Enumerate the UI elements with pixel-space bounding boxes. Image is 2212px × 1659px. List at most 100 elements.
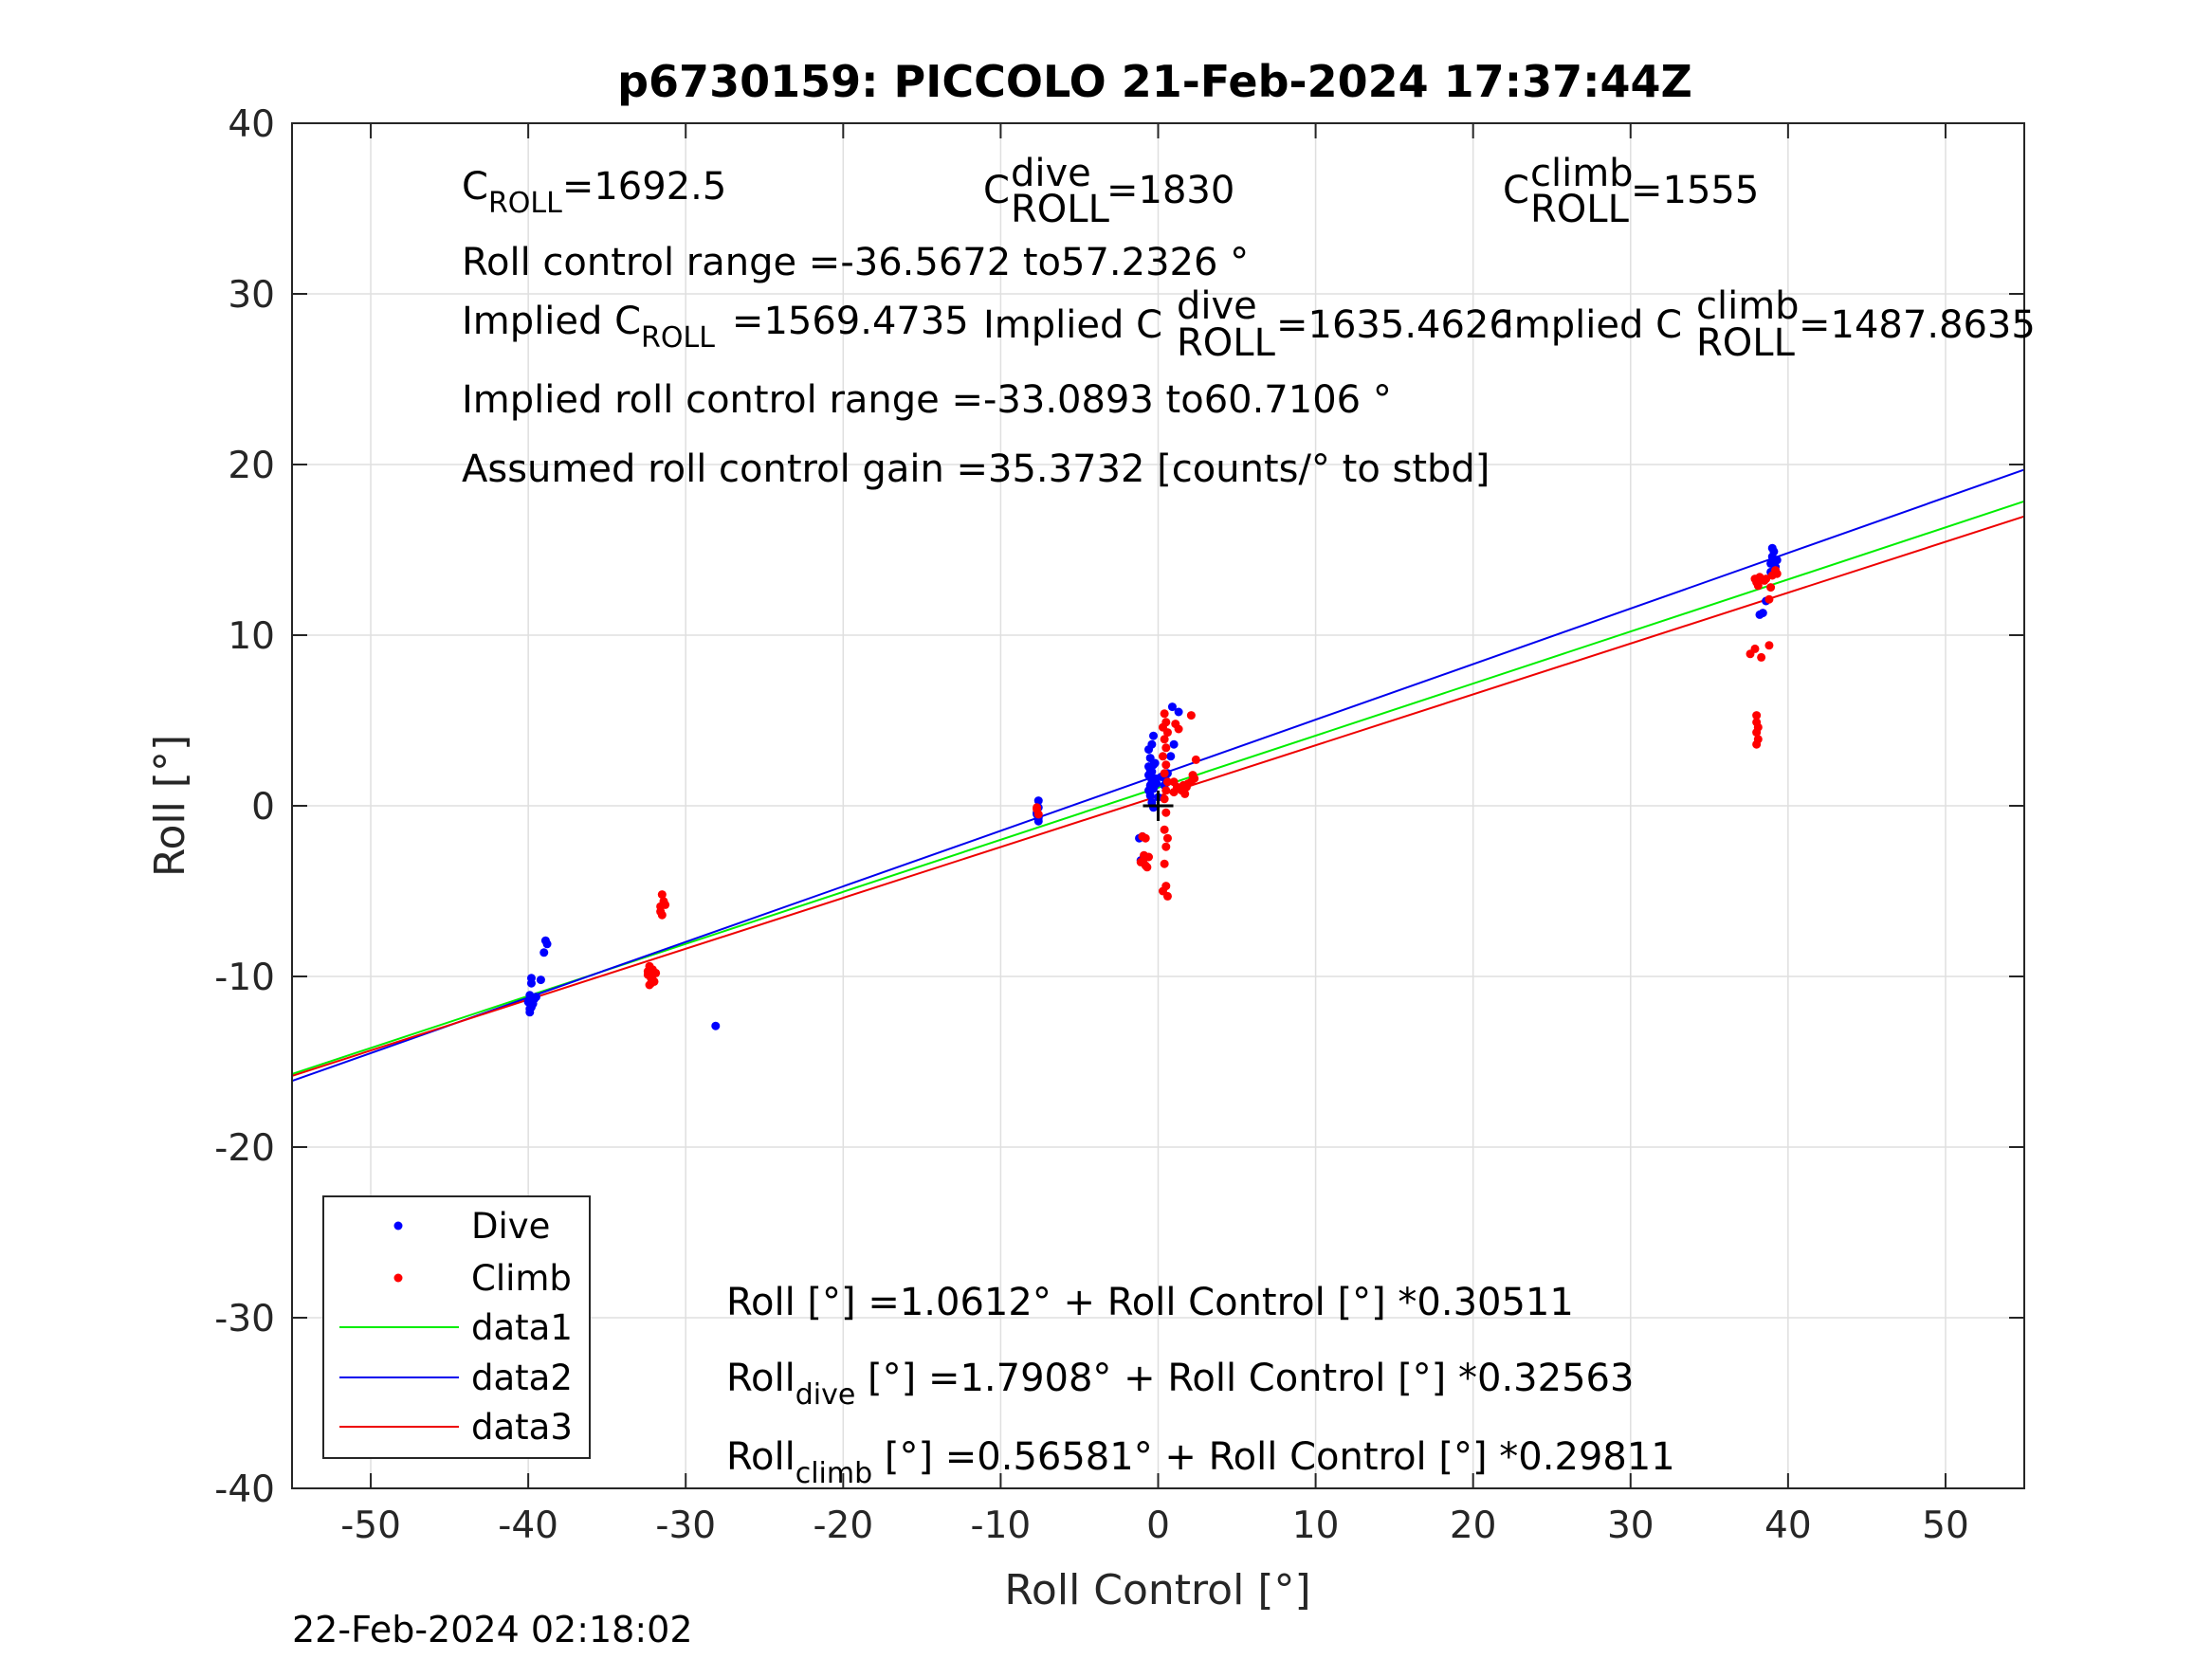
climb-point bbox=[1766, 583, 1776, 592]
dive-point bbox=[1147, 739, 1157, 749]
annot-implied-range: Implied roll control range =-33.0893 to6… bbox=[462, 378, 1392, 422]
footer-timestamp: 22-Feb-2024 02:18:02 bbox=[292, 1609, 693, 1650]
annot-implied-c-roll-climb-value: =1487.8635 bbox=[1799, 303, 2036, 347]
annot-c-roll-climb-sub: ROLL bbox=[1530, 188, 1630, 231]
y-axis-label: Roll [°] bbox=[146, 735, 194, 877]
annot-c-roll-dive-sup: dive bbox=[1011, 152, 1091, 195]
x-tick-label: -30 bbox=[655, 1504, 716, 1547]
annot-c-roll-dive: C bbox=[983, 169, 1010, 212]
climb-point bbox=[1160, 825, 1169, 834]
climb-point bbox=[1764, 594, 1774, 604]
dive-point bbox=[1147, 767, 1157, 776]
annot-implied-c-roll-dive-sub: ROLL bbox=[1177, 321, 1276, 365]
annot-c-roll-climb-sup: climb bbox=[1530, 152, 1634, 195]
climb-point bbox=[1160, 859, 1169, 868]
annot-implied-c-roll-climb-sup: climb bbox=[1696, 284, 1800, 328]
climb-point bbox=[1750, 644, 1760, 653]
dive-point bbox=[1152, 779, 1161, 789]
climb-point bbox=[1033, 810, 1043, 819]
climb-point bbox=[1161, 808, 1171, 817]
climb-point bbox=[1162, 833, 1172, 843]
x-tick-label: 0 bbox=[1146, 1504, 1170, 1547]
climb-point bbox=[1772, 569, 1782, 578]
climb-point bbox=[1161, 760, 1171, 770]
annot-implied-c-roll-climb-sub: ROLL bbox=[1696, 321, 1796, 365]
climb-point bbox=[643, 967, 652, 976]
climb-point bbox=[1160, 735, 1169, 744]
scatter-points bbox=[523, 543, 1782, 1030]
x-tick-label: -20 bbox=[813, 1504, 873, 1547]
legend: Dive Climb data1 data2 data3 bbox=[322, 1195, 591, 1459]
climb-point bbox=[1753, 581, 1763, 591]
annot-implied-c-roll-dive: Implied C bbox=[983, 303, 1162, 347]
x-tick-label: -50 bbox=[340, 1504, 401, 1547]
annot-roll-range: Roll control range =-36.5672 to57.2326 ° bbox=[462, 241, 1249, 284]
legend-data2-label: data2 bbox=[471, 1358, 573, 1398]
annot-gain: Assumed roll control gain =35.3732 [coun… bbox=[462, 447, 1490, 491]
climb-point bbox=[1757, 652, 1766, 662]
climb-point bbox=[1162, 728, 1172, 738]
climb-point bbox=[647, 978, 656, 988]
y-tick-label: -30 bbox=[214, 1298, 275, 1340]
climb-point bbox=[1158, 886, 1167, 896]
legend-data1-label: data1 bbox=[471, 1307, 573, 1348]
climb-point bbox=[1188, 771, 1197, 780]
annot-c-roll: CROLL=1692.5 bbox=[462, 165, 726, 220]
dive-point bbox=[1174, 707, 1183, 717]
climb-point bbox=[1033, 803, 1042, 812]
climb-point bbox=[1186, 711, 1196, 720]
dive-point bbox=[1145, 791, 1155, 800]
y-tick-label: 30 bbox=[228, 274, 275, 317]
dive-point bbox=[1149, 731, 1159, 740]
climb-point bbox=[1752, 739, 1762, 749]
legend-climb-marker bbox=[393, 1273, 403, 1283]
dive-point bbox=[1167, 702, 1177, 712]
climb-point bbox=[1161, 842, 1171, 851]
dive-point bbox=[1755, 610, 1764, 619]
climb-point bbox=[657, 910, 667, 920]
annot-fit-dive: Rolldive [°] =1.7908° + Roll Control [°]… bbox=[726, 1357, 1634, 1412]
cross-marker-layer bbox=[1143, 791, 1174, 821]
annot-c-roll-dive-value: =1830 bbox=[1106, 169, 1234, 212]
tick-labels: -50 -40 -30 -20 -10 0 10 20 30 40 50 -40 -30 -20 -10 0 1… bbox=[214, 103, 1968, 1547]
climb-point bbox=[1160, 769, 1169, 778]
annot-implied-c-roll: Implied CROLL =1569.4735 bbox=[462, 300, 969, 355]
climb-point bbox=[1144, 852, 1154, 862]
climb-point bbox=[1161, 743, 1171, 753]
x-tick-label: 20 bbox=[1450, 1504, 1497, 1547]
axis-ticks bbox=[292, 122, 2024, 1489]
dive-point bbox=[1767, 543, 1777, 553]
climb-point bbox=[1752, 728, 1762, 738]
y-tick-label: -10 bbox=[214, 957, 275, 999]
x-tick-label: 10 bbox=[1292, 1504, 1340, 1547]
dive-point bbox=[531, 993, 540, 1002]
climb-point bbox=[1169, 777, 1179, 787]
annot-implied-c-roll-dive-sup: dive bbox=[1177, 284, 1257, 328]
climb-point bbox=[661, 900, 670, 909]
climb-point bbox=[1158, 752, 1167, 761]
annot-fit-climb: Rollclimb [°] =0.56581° + Roll Control [… bbox=[726, 1435, 1675, 1490]
dive-point bbox=[526, 978, 536, 988]
dive-point bbox=[536, 975, 545, 985]
chart-title: p6730159: PICCOLO 21-Feb-2024 17:37:44Z bbox=[617, 56, 1692, 107]
dive-point bbox=[1169, 739, 1179, 749]
annot-c-roll-dive-sub: ROLL bbox=[1011, 188, 1110, 231]
dive-point bbox=[525, 1004, 535, 1013]
dive-point bbox=[542, 939, 552, 949]
annot-c-roll-climb-value: =1555 bbox=[1631, 169, 1759, 212]
annot-c-roll-climb: C bbox=[1503, 169, 1529, 212]
y-tick-label: 20 bbox=[228, 445, 275, 487]
climb-point bbox=[1161, 786, 1171, 795]
legend-dive-marker bbox=[393, 1221, 403, 1231]
climb-point bbox=[1764, 641, 1774, 650]
y-tick-label: 40 bbox=[228, 103, 275, 146]
climb-point bbox=[1762, 574, 1771, 584]
climb-point bbox=[1191, 755, 1200, 764]
dive-point bbox=[711, 1021, 721, 1030]
x-axis-label: Roll Control [°] bbox=[1004, 1566, 1310, 1614]
x-tick-label: 40 bbox=[1764, 1504, 1812, 1547]
climb-point bbox=[1174, 724, 1183, 734]
y-tick-label: 10 bbox=[228, 615, 275, 658]
climb-point bbox=[1162, 777, 1172, 787]
